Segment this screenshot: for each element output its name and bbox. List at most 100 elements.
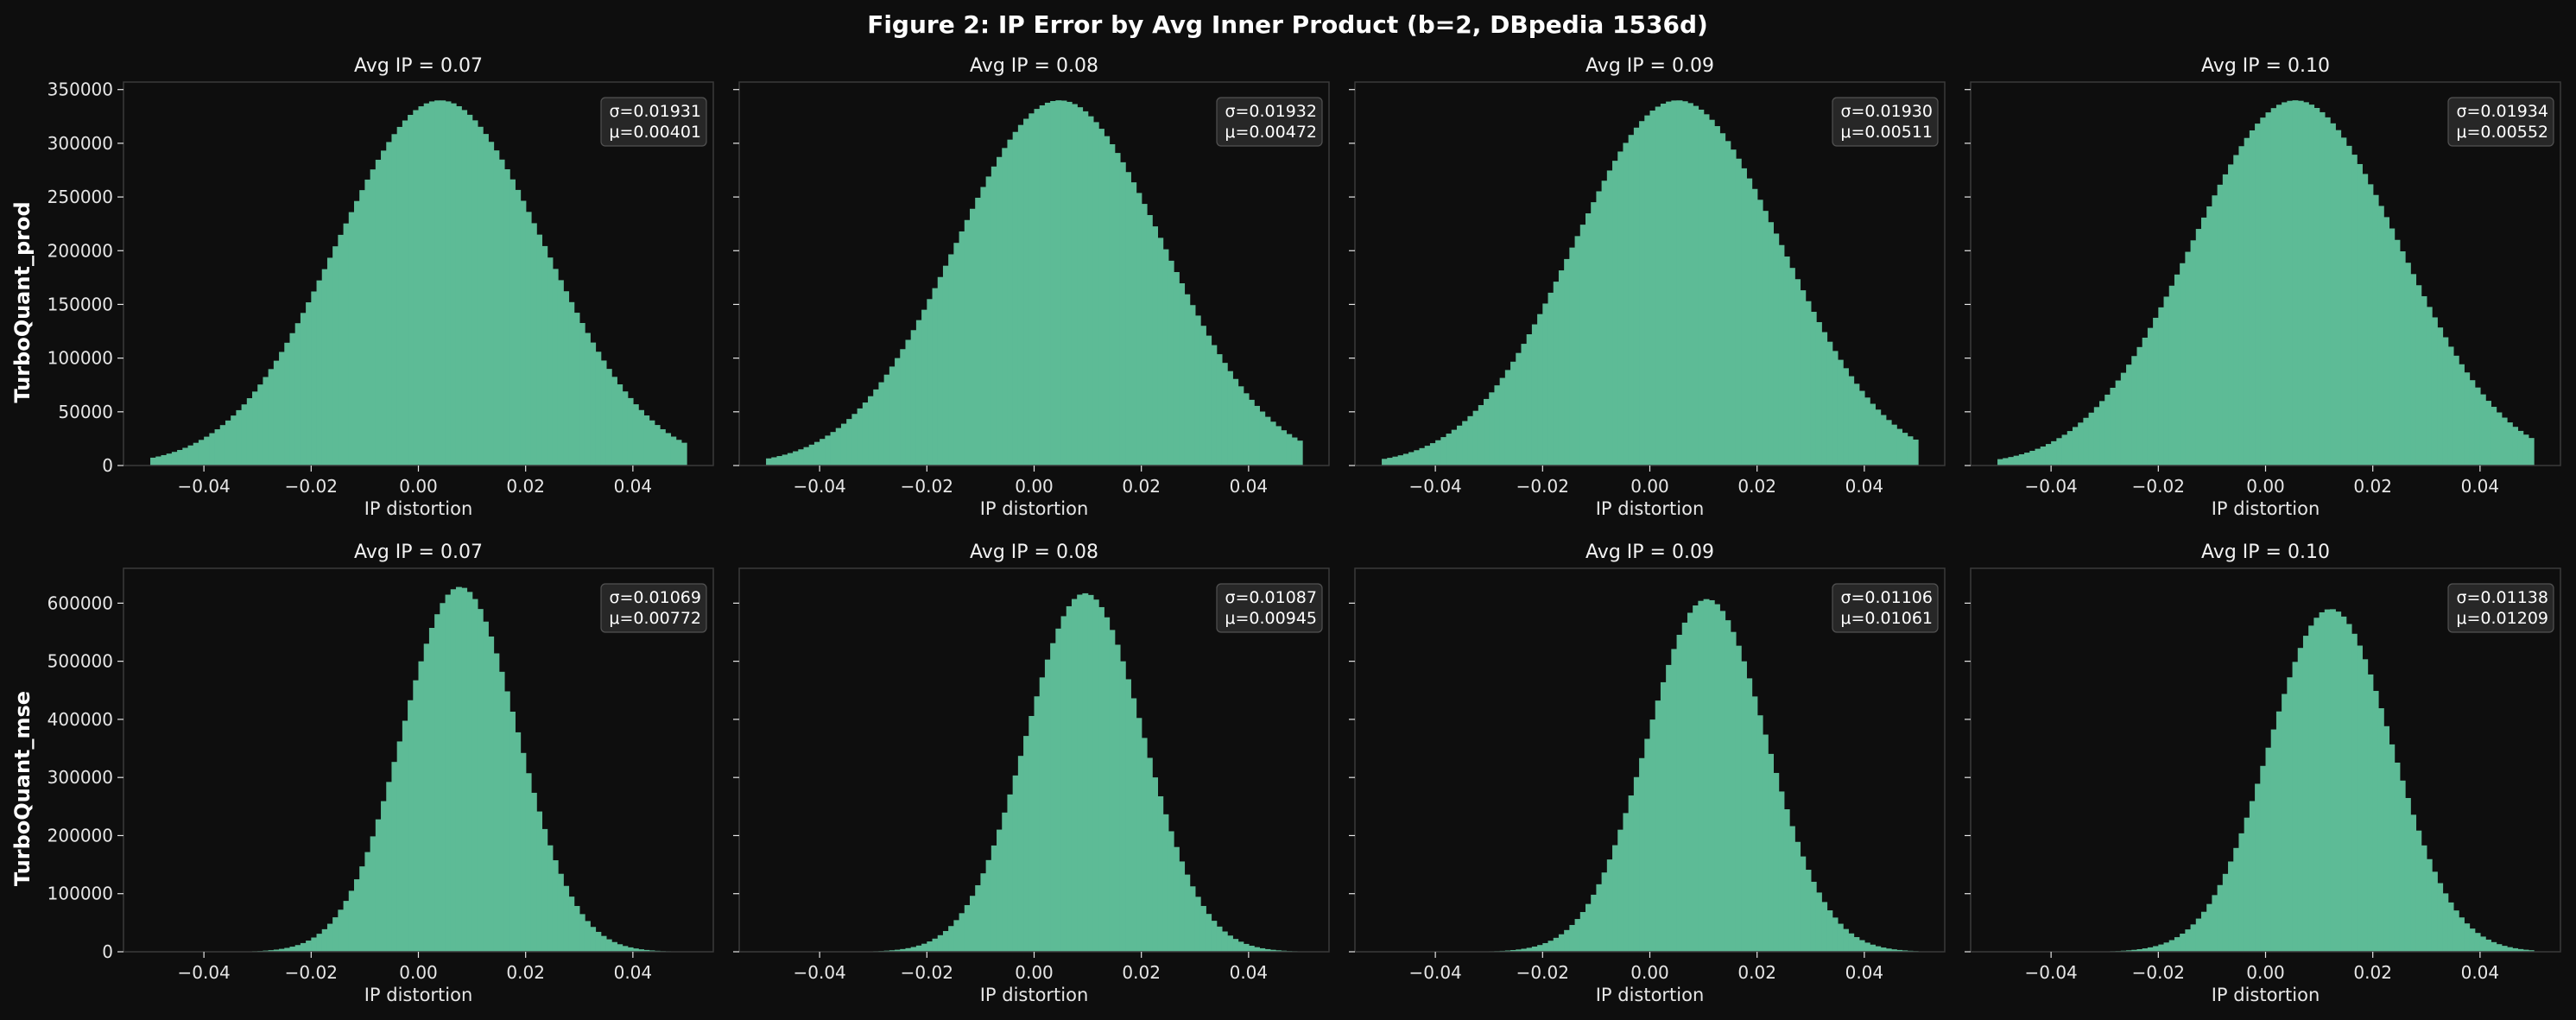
histogram-bar [900,948,907,952]
histogram-bar [2474,933,2481,952]
histogram-bar [1601,181,1608,466]
histogram-bar [461,110,468,466]
x-tick-label: −0.02 [1516,962,1569,983]
histogram-bar [1579,225,1586,466]
histogram-bar [915,320,922,466]
histogram-bar [2485,939,2491,952]
histogram-bar [418,661,425,952]
panel-1-2: Avg IP = 0.09 −0.04 −0.02 0.00 0.02 0.04 IP di… [1349,542,1946,1005]
histogram-bar [2275,711,2282,952]
histogram-bar [1194,315,1201,466]
histogram-bar [1794,841,1801,952]
histogram-bar [536,234,543,466]
histogram-bar [915,945,922,952]
histogram-bar [2464,923,2471,952]
histogram-bar [455,586,462,952]
histogram-bar [408,115,414,466]
histogram-bar [423,103,430,466]
stat-mu: μ=0.01209 [2456,609,2548,628]
histogram-bar [1853,937,1860,952]
stat-sigma: σ=0.01138 [2456,588,2548,607]
histogram-bar [547,257,554,466]
histogram-bar [1510,950,1516,952]
row-label-prod: TurboQuant_prod [10,201,35,402]
histogram-bar [985,176,992,466]
histogram-bar [1017,756,1024,952]
histogram-bar [1821,332,1828,466]
histogram-bar [985,859,992,952]
y-tick-label: 100000 [47,884,113,904]
histogram-bar [2233,847,2240,952]
histogram-bar [2153,317,2160,466]
histogram-bar [1526,947,1533,952]
histogram-bar [2415,285,2422,466]
histogram-bar [1044,659,1051,952]
histogram-bar [1698,600,1705,952]
histogram-bar [573,905,580,952]
histogram-bar [1269,421,1276,466]
histogram-bar [1858,390,1865,466]
histogram-bar [1029,113,1035,466]
histogram-bar [300,313,307,466]
histogram-bar [1832,917,1839,952]
histogram-bar [964,219,971,466]
histogram-bar [2442,893,2449,952]
histogram-bar [617,384,623,466]
stat-mu: μ=0.00552 [2456,123,2548,142]
histogram-bar [2195,229,2202,466]
histogram-bar [830,432,837,466]
panel-1-3: Avg IP = 0.10 −0.04 −0.02 0.00 0.02 0.04 IP di… [1965,542,2561,1005]
histogram-bar [1077,107,1084,466]
histogram-bar [2297,648,2304,952]
histogram-bar [348,212,355,466]
histogram-bar [2501,946,2508,952]
histogram-bar [263,377,269,466]
histogram-bar [997,156,1003,466]
histogram-bar [1092,122,1099,466]
histogram-bar [2362,174,2369,466]
histogram-bar [306,302,313,466]
histogram-bar [670,436,677,466]
histogram-bar [1826,910,1833,952]
histogram-bar [353,879,360,952]
histogram-bar [1843,368,1849,466]
histogram-bar [2330,123,2336,466]
histogram-bar [413,680,420,952]
histogram-bar [1725,141,1731,466]
histogram-bar [921,943,928,952]
histogram-bar [2088,412,2095,466]
histogram-bar [632,404,639,466]
histogram-bar [1676,100,1683,466]
histogram-bar [1864,397,1870,466]
histogram-bar [2142,948,2149,952]
stat-sigma: σ=0.01931 [609,102,701,121]
histogram-bar [171,452,178,466]
histogram-bar [1104,617,1111,952]
histogram-bar [525,773,532,952]
histogram-bar [2222,873,2229,952]
histogram-bar [2372,194,2379,466]
histogram-bar [1472,410,1479,466]
histogram-bar [1199,326,1206,466]
histogram-bar [166,453,173,466]
histogram-bar [1082,111,1089,466]
histogram-bar [1211,345,1218,466]
histogram-bar [1146,757,1153,952]
histogram-bar [638,409,644,466]
histogram-bar [2491,941,2497,952]
histogram-bar [488,142,495,466]
histogram-bar [568,301,575,466]
histogram-bar [2324,117,2331,466]
histogram-bar [1569,924,1576,952]
histogram-bar [370,836,377,952]
histogram-bar [353,200,360,466]
histogram-bar [1023,736,1029,952]
histogram-bar [2383,725,2390,952]
histogram-bar [1837,923,1844,952]
stat-sigma: σ=0.01932 [1225,102,1317,121]
y-tick-label: 600000 [47,592,113,613]
histogram-bars [1997,100,2535,466]
histogram-bar [1585,903,1592,952]
histogram-bar [2345,145,2352,466]
